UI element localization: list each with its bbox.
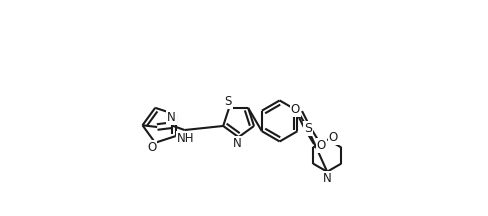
Text: N: N [233,137,242,150]
Text: N: N [323,172,331,185]
Text: S: S [224,95,232,108]
Text: O: O [317,139,325,152]
Text: O: O [328,131,338,144]
Text: NH: NH [177,132,194,145]
Text: N: N [167,111,176,124]
Text: O: O [147,141,157,154]
Text: O: O [290,103,300,116]
Text: S: S [304,122,312,135]
